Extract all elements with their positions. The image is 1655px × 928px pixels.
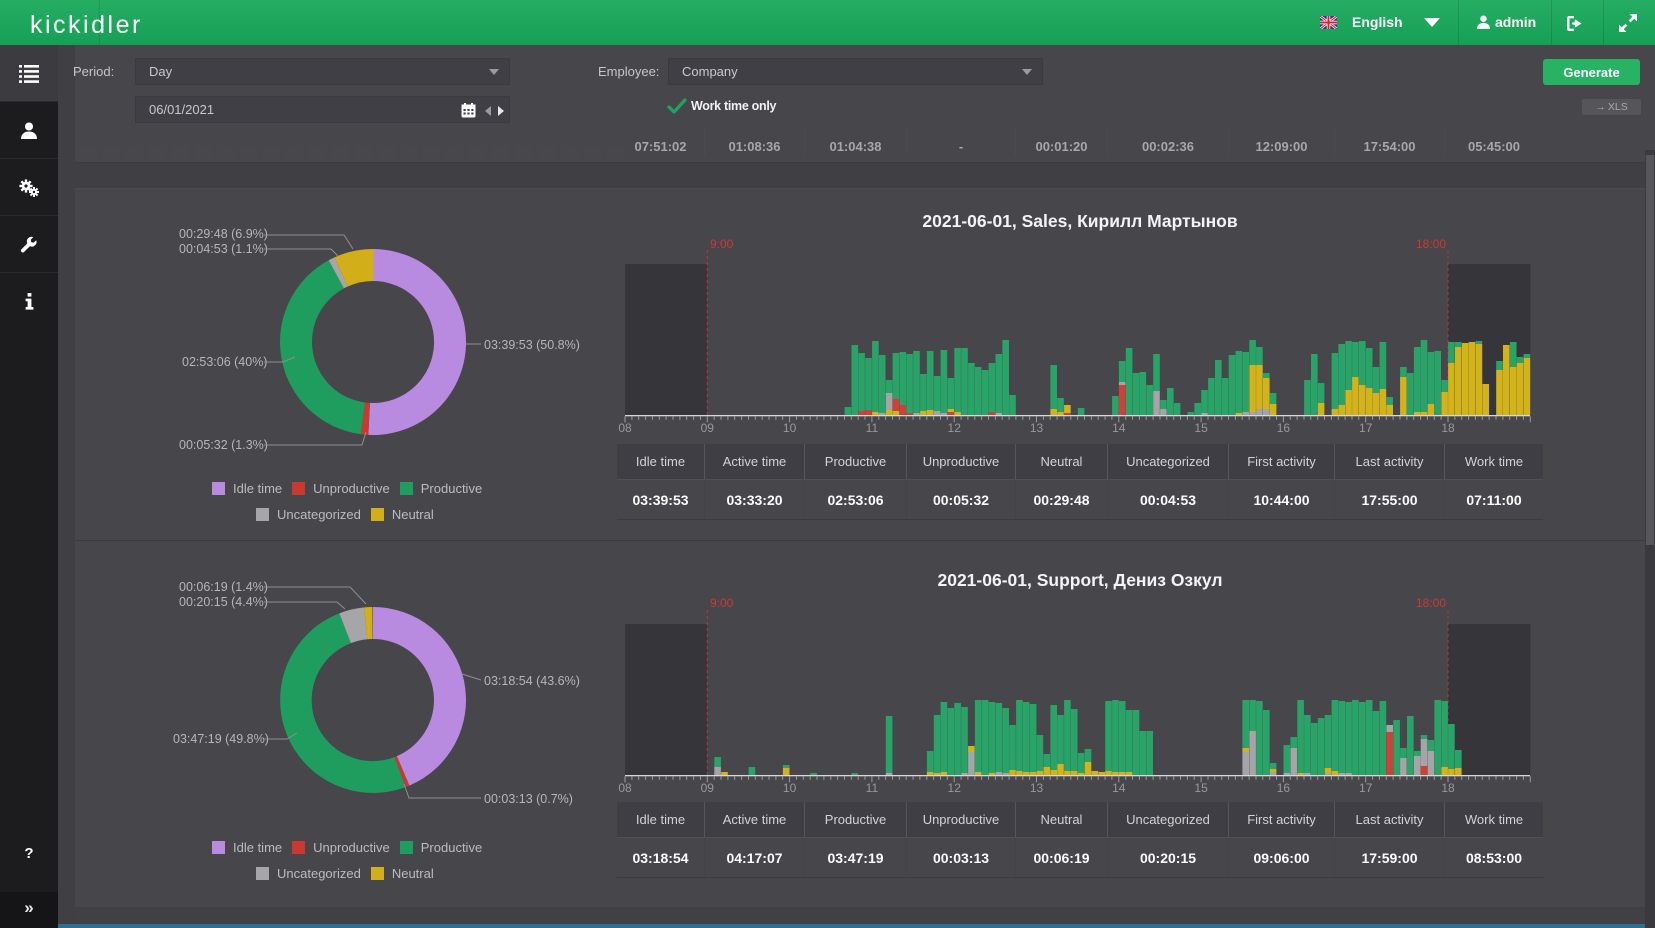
svg-text:12: 12: [948, 421, 962, 435]
svg-text:15: 15: [1194, 781, 1208, 795]
svg-text:18: 18: [1441, 781, 1455, 795]
svg-text:10: 10: [783, 781, 797, 795]
svg-text:11: 11: [866, 421, 879, 435]
svg-text:13: 13: [1030, 421, 1044, 435]
svg-text:10: 10: [783, 421, 797, 435]
svg-text:16: 16: [1277, 421, 1291, 435]
svg-text:13: 13: [1030, 781, 1044, 795]
svg-text:18: 18: [1441, 421, 1455, 435]
svg-text:14: 14: [1112, 421, 1126, 435]
svg-text:11: 11: [866, 781, 879, 795]
svg-text:09: 09: [701, 421, 715, 435]
svg-text:16: 16: [1277, 781, 1291, 795]
svg-text:08: 08: [618, 781, 632, 795]
svg-text:12: 12: [948, 781, 962, 795]
svg-text:17: 17: [1359, 421, 1373, 435]
svg-text:17: 17: [1359, 781, 1373, 795]
svg-text:08: 08: [618, 421, 632, 435]
svg-text:09: 09: [701, 781, 715, 795]
svg-text:15: 15: [1194, 421, 1208, 435]
svg-text:14: 14: [1112, 781, 1126, 795]
